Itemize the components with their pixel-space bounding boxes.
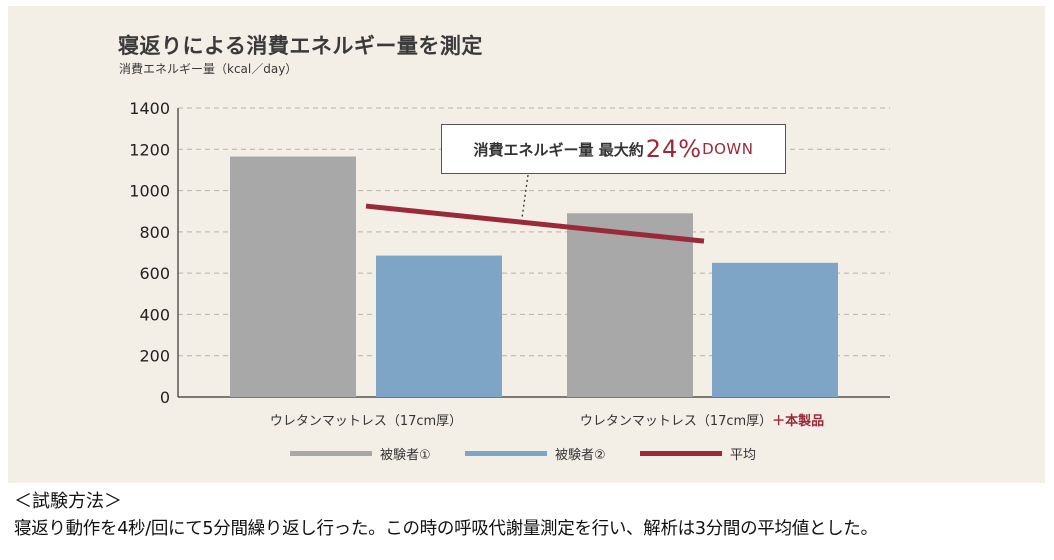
chart-legend: 被験者① 被験者② 平均 (0, 444, 1054, 464)
bar-2-series-2 (712, 262, 838, 397)
y-tick-label-1000: 1000 (129, 182, 170, 201)
legend-item-subject-2: 被験者② (465, 444, 606, 463)
legend-label-subject-1: 被験者① (380, 448, 431, 463)
x-tick-label-1: ウレタンマットレス（17cm厚） (270, 410, 462, 429)
y-tick-label-1400: 1400 (129, 99, 170, 118)
y-axis-label: 消費エネルギー量（kcal／day） (119, 62, 298, 76)
bar-2-series-1 (567, 213, 693, 397)
y-tick-label-600: 600 (139, 264, 170, 283)
x-tick-label-2: ウレタンマットレス（17cm厚）＋本製品 (580, 410, 824, 429)
method-heading: ＜試験方法＞ (14, 491, 122, 512)
chart-panel (8, 6, 1045, 483)
bar-1-series-1 (230, 156, 356, 397)
legend-swatch-average (640, 451, 722, 456)
reduction-callout: 消費エネルギー量 最大約 24% DOWN (441, 124, 786, 174)
legend-label-subject-2: 被験者② (555, 448, 606, 463)
callout-leader (521, 174, 529, 219)
method-description: 寝返り動作を4秒/回にて5分間繰り返し行った。この時の呼吸代謝量測定を行い、解析… (14, 519, 878, 539)
legend-label-average: 平均 (730, 448, 757, 463)
legend-item-subject-1: 被験者① (290, 444, 431, 463)
callout-down: DOWN (702, 140, 754, 158)
x-tick-label-2-text: ウレタンマットレス（17cm厚） (579, 414, 773, 429)
callout-percentage: 24% (645, 135, 703, 163)
average-line (365, 203, 705, 244)
legend-item-average: 平均 (640, 444, 756, 463)
y-tick-label-1200: 1200 (129, 140, 170, 159)
legend-swatch-subject-2 (465, 451, 547, 456)
bar-1-series-2 (376, 255, 502, 397)
y-tick-label-400: 400 (139, 305, 170, 324)
callout-prefix: 消費エネルギー量 最大約 (473, 140, 644, 159)
y-tick-label-0: 0 (160, 388, 170, 407)
y-tick-label-200: 200 (139, 347, 170, 366)
x-tick-label-1-text: ウレタンマットレス（17cm厚） (269, 414, 463, 429)
chart-title: 寝返りによる消費エネルギー量を測定 (118, 34, 483, 58)
legend-swatch-subject-1 (290, 451, 372, 456)
y-tick-label-800: 800 (139, 223, 170, 242)
x-tick-label-2-accent: ＋本製品 (772, 414, 825, 429)
